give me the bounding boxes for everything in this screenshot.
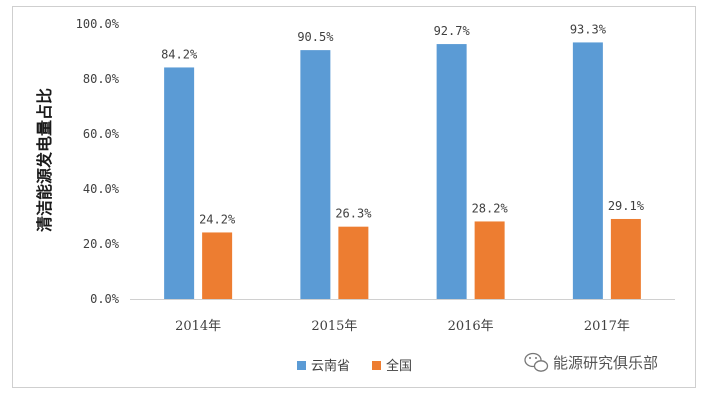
legend-label-national: 全国 (386, 358, 412, 374)
data-label: 84.2% (161, 47, 198, 61)
watermark: 能源研究俱乐部 (524, 352, 658, 372)
data-label: 29.1% (608, 199, 645, 213)
wechat-icon (524, 352, 549, 372)
bar-national (338, 226, 369, 299)
x-tick-label: 2017年 (584, 319, 630, 334)
y-tick-label: 20.0% (83, 237, 120, 251)
legend: 云南省 全国 (297, 358, 412, 374)
data-label: 92.7% (434, 24, 471, 38)
x-tick-label: 2014年 (175, 319, 221, 334)
watermark-text: 能源研究俱乐部 (553, 354, 658, 372)
bar-yunnan (300, 50, 331, 299)
bar-national (474, 221, 505, 299)
bar-yunnan (572, 42, 603, 300)
y-axis-label: 清洁能源发电量占比 (35, 88, 54, 232)
data-label: 26.3% (335, 207, 372, 221)
bar-national (202, 232, 233, 299)
x-tick-label: 2016年 (448, 319, 494, 334)
data-label: 90.5% (297, 30, 334, 44)
bar-yunnan (436, 44, 467, 300)
y-tick-label: 0.0% (90, 292, 120, 306)
legend-swatch-national (372, 361, 381, 370)
plot-area: 0.0% 20.0% 40.0% 60.0% 80.0% 100.0% 84.2% 24.2%… (76, 17, 675, 334)
legend-swatch-yunnan (297, 361, 306, 370)
y-tick-label: 100.0% (76, 17, 120, 31)
bar-yunnan (164, 67, 195, 299)
y-tick-label: 80.0% (83, 72, 120, 86)
legend-label-yunnan: 云南省 (311, 358, 350, 374)
data-label: 24.2% (199, 212, 236, 226)
y-tick-label: 60.0% (83, 127, 120, 141)
data-label: 93.3% (570, 22, 607, 36)
bar-national (610, 218, 641, 299)
y-tick-label: 40.0% (83, 182, 120, 196)
x-tick-label: 2015年 (311, 319, 357, 334)
data-label: 28.2% (472, 201, 509, 215)
